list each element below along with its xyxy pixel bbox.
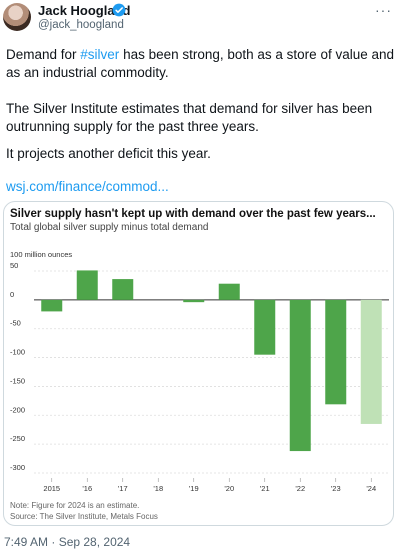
silver-deficit-chart: Silver supply hasn't kept up with demand… [10,208,389,521]
bar-20 [218,283,240,300]
y-tick-label: -250 [10,434,25,443]
tweet-paragraph-1: Demand for #silver has been strong, both… [6,46,396,82]
chart-card[interactable]: Silver supply hasn't kept up with demand… [3,201,394,526]
x-tick-label: '23 [331,484,341,493]
hashtag-link[interactable]: #silver [80,47,120,62]
author-handle[interactable]: @jack_hoogland [38,19,124,31]
bar-2015 [41,299,63,312]
avatar[interactable] [3,3,31,31]
x-tick-label: '22 [295,484,305,493]
x-tick-label: '18 [153,484,163,493]
more-options-icon[interactable]: ··· [375,2,392,18]
chart-title: Silver supply hasn't kept up with demand… [10,208,376,220]
x-tick-label: '24 [366,484,376,493]
tweet-header: Jack Hoogland @jack_hoogland ··· [0,0,400,38]
bar-23 [325,299,347,405]
y-tick-label: 50 [10,261,18,270]
verified-badge-icon [112,3,126,17]
y-tick-label: -200 [10,405,25,414]
bar-24 [360,299,382,424]
y-tick-label: -150 [10,376,25,385]
y-tick-label: -300 [10,463,25,472]
x-tick-label: '17 [118,484,128,493]
tweet-paragraph-3: It projects another deficit this year. [6,146,211,161]
chart-subtitle: Total global silver supply minus total d… [10,222,208,233]
bar-17 [112,279,134,300]
tweet-text-start: Demand for [6,47,81,62]
x-tick-label: 2015 [43,484,60,493]
tweet-text-end: has been strong, both as a store of valu… [6,47,394,80]
bar-19 [183,299,205,303]
tweet-timestamp[interactable]: 7:49 AM · Sep 28, 2024 [4,535,131,549]
x-tick-label: '19 [189,484,199,493]
y-tick-label: -50 [10,319,21,328]
author-name[interactable]: Jack Hoogland [38,3,131,18]
bar-16 [76,270,98,300]
article-link[interactable]: wsj.com/finance/commod... [6,179,169,194]
x-tick-label: '21 [260,484,270,493]
unit-label: 100 million ounces [10,250,72,259]
x-tick-label: '20 [224,484,234,493]
chart-note: Note: Figure for 2024 is an estimate. [10,501,139,510]
tweet-paragraph-2: The Silver Institute estimates that dema… [6,101,373,134]
y-tick-label: -100 [10,348,25,357]
chart-source: Source: The Silver Institute, Metals Foc… [10,512,158,521]
bar-21 [254,299,276,355]
bar-22 [289,299,311,452]
y-tick-label: 0 [10,290,14,299]
x-tick-label: '16 [82,484,92,493]
